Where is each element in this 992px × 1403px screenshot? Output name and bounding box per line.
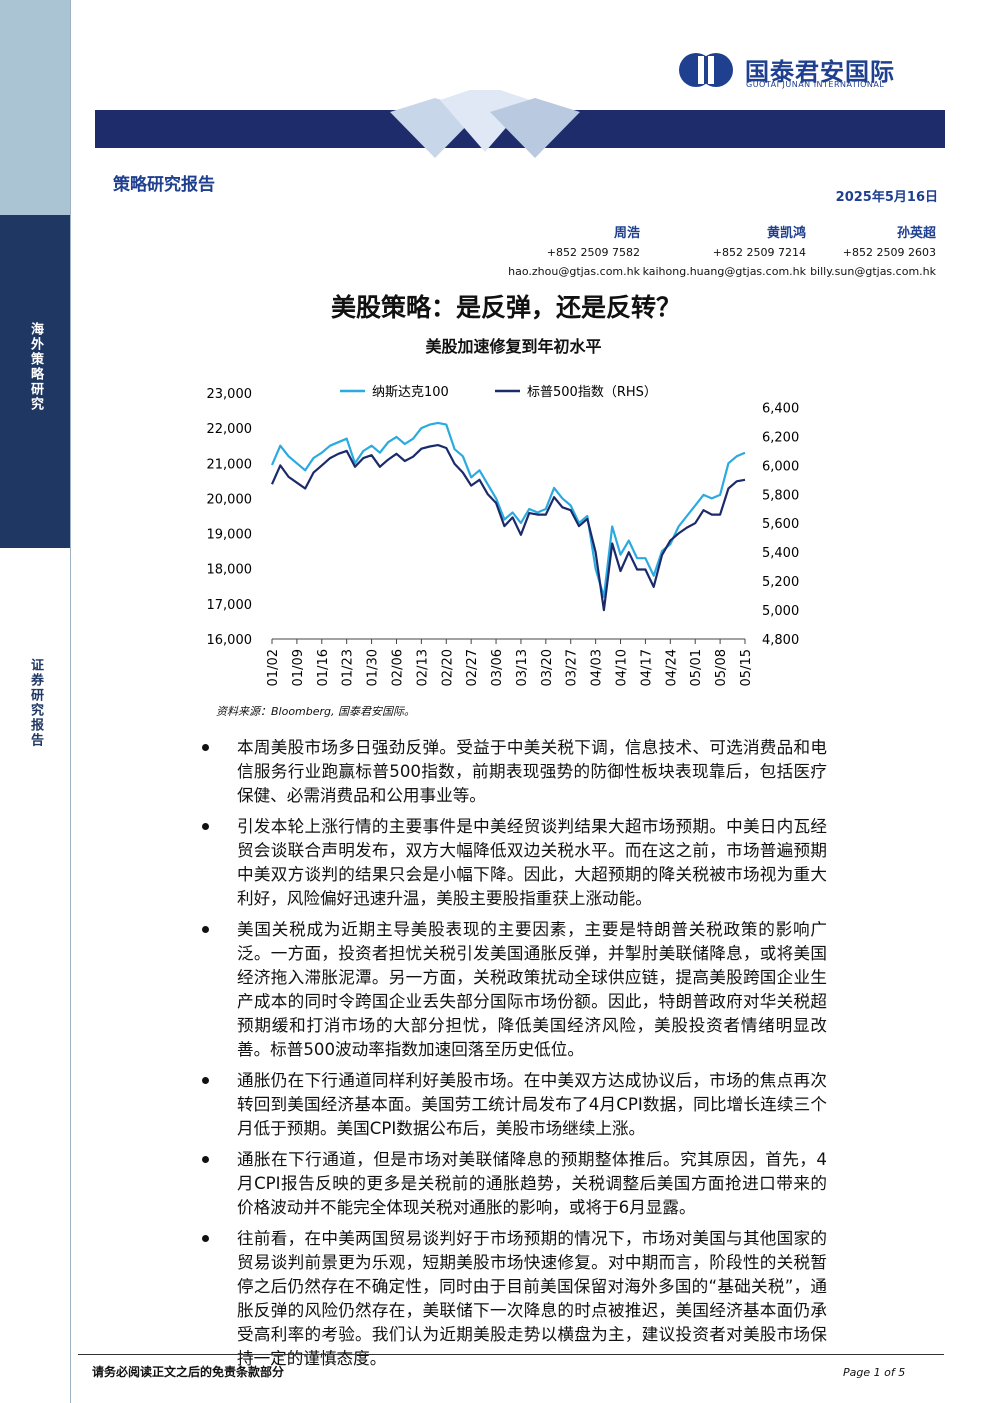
author-email: kaihong.huang@gtjas.com.hk bbox=[642, 265, 806, 278]
x-tick-label: 02/06 bbox=[390, 649, 405, 686]
author-email: billy.sun@gtjas.com.hk bbox=[810, 265, 936, 278]
sidebar-label: 海外策略研究 bbox=[28, 322, 43, 412]
y2-tick-label: 6,200 bbox=[762, 430, 799, 445]
sidebar-band bbox=[0, 215, 70, 548]
x-tick-label: 01/02 bbox=[266, 649, 281, 686]
sidebar-edge bbox=[70, 0, 71, 1403]
subtitle: 美股加速修复到年初水平 bbox=[0, 333, 992, 357]
x-tick-label: 03/20 bbox=[540, 649, 555, 686]
subtitle-text: 美股加速修复到年初水平 bbox=[425, 337, 602, 356]
footer-rule bbox=[78, 1354, 944, 1355]
y2-tick-label: 5,400 bbox=[762, 546, 799, 561]
x-tick-label: 04/17 bbox=[639, 649, 654, 686]
y-tick-label: 17,000 bbox=[207, 598, 253, 613]
bullet: 通胀在下行通道，但是市场对美联储降息的预期整体推后。究其原因，首先，4月CPI报… bbox=[202, 1148, 827, 1220]
y-tick-label: 23,000 bbox=[207, 387, 253, 402]
author: 孙英超 +852 2509 2603 billy.sun@gtjas.com.hk bbox=[806, 224, 936, 281]
series-line bbox=[270, 421, 746, 598]
author-phone: +852 2509 7214 bbox=[712, 246, 806, 259]
bullet-list: 本周美股市场多日强劲反弹。受益于中美关税下调，信息技术、可选消费品和电信服务行业… bbox=[202, 736, 827, 1378]
title-text: 美股策略：是反弹，还是反转？ bbox=[330, 293, 681, 322]
report-date: 2025年5月16日 bbox=[835, 190, 938, 205]
logo-en: GUOTAI JUNAN INTERNATIONAL bbox=[746, 80, 885, 89]
x-tick-label: 02/13 bbox=[415, 649, 430, 686]
x-tick-label: 01/09 bbox=[291, 649, 306, 686]
x-tick-label: 01/23 bbox=[341, 649, 356, 686]
x-tick-label: 05/01 bbox=[689, 649, 704, 686]
page-number: Page 1 of 5 bbox=[843, 1366, 906, 1379]
bullet: 本周美股市场多日强劲反弹。受益于中美关税下调，信息技术、可选消费品和电信服务行业… bbox=[202, 736, 827, 808]
x-tick-label: 05/15 bbox=[739, 649, 754, 686]
author-name: 孙英超 bbox=[896, 226, 936, 241]
y-tick-label: 21,000 bbox=[207, 457, 253, 472]
report-type: 策略研究报告 bbox=[113, 175, 215, 195]
x-tick-label: 03/06 bbox=[490, 649, 505, 686]
author: 周浩 +852 2509 7582 hao.zhou@gtjas.com.hk bbox=[480, 224, 640, 281]
y-tick-label: 19,000 bbox=[207, 528, 253, 543]
x-tick-label: 03/27 bbox=[565, 649, 580, 686]
y2-tick-label: 6,000 bbox=[762, 459, 799, 474]
author: 黄凯鸿 +852 2509 7214 kaihong.huang@gtjas.com… bbox=[640, 224, 806, 281]
y2-tick-label: 4,800 bbox=[762, 633, 799, 648]
disclaimer: 请务必阅读正文之后的免责条款部分 bbox=[92, 1365, 285, 1379]
y2-tick-label: 5,800 bbox=[762, 488, 799, 503]
bullet: 美国关税成为近期主导美股表现的主要因素，主要是特朗普关税政策的影响广泛。一方面，… bbox=[202, 918, 827, 1062]
bullet: 引发本轮上涨行情的主要事件是中美经贸谈判结果大超市场预期。中美日内瓦经贸会谈联合… bbox=[202, 815, 827, 911]
author-phone: +852 2509 7582 bbox=[546, 246, 640, 259]
y2-tick-label: 5,600 bbox=[762, 517, 799, 532]
sidebar-top bbox=[0, 0, 70, 215]
y2-tick-label: 5,200 bbox=[762, 575, 799, 590]
author-phone: +852 2509 2603 bbox=[842, 246, 936, 259]
legend-label: 标普500指数（RHS） bbox=[527, 385, 657, 400]
x-tick-label: 01/16 bbox=[316, 649, 331, 686]
x-tick-label: 04/24 bbox=[664, 649, 679, 686]
logo-icon bbox=[679, 53, 733, 87]
source: 资料来源：Bloomberg, 国泰君安国际。 bbox=[216, 705, 416, 718]
y2-tick-label: 5,000 bbox=[762, 604, 799, 619]
x-tick-label: 04/03 bbox=[590, 649, 605, 686]
y-tick-label: 22,000 bbox=[207, 422, 253, 437]
title: 美股策略：是反弹，还是反转？ bbox=[0, 288, 992, 324]
x-tick-label: 03/13 bbox=[515, 649, 530, 686]
x-tick-label: 05/08 bbox=[714, 649, 729, 686]
banner bbox=[95, 90, 945, 158]
author-name: 黄凯鸿 bbox=[766, 226, 806, 241]
x-tick-label: 04/10 bbox=[615, 649, 630, 686]
author-name: 周浩 bbox=[613, 226, 640, 241]
legend-label: 纳斯达克100 bbox=[372, 385, 449, 400]
author-email: hao.zhou@gtjas.com.hk bbox=[508, 265, 640, 278]
x-tick-label: 02/20 bbox=[440, 649, 455, 686]
x-tick-label: 02/27 bbox=[465, 649, 480, 686]
y-tick-label: 20,000 bbox=[207, 492, 253, 507]
chart: 16,000 17,000 18,000 19,000 20,000 21,000 22,0… bbox=[207, 385, 800, 686]
x-tick-label: 01/30 bbox=[366, 649, 381, 686]
y-tick-label: 16,000 bbox=[207, 633, 253, 648]
y-tick-label: 18,000 bbox=[207, 563, 253, 578]
y2-tick-label: 6,400 bbox=[762, 401, 799, 416]
bullet: 往前看，在中美两国贸易谈判好于市场预期的情况下，市场对美国与其他国家的贸易谈判前… bbox=[202, 1227, 827, 1371]
logo-name: 国泰君安国际 bbox=[745, 58, 895, 86]
bullet: 通胀仍在下行通道同样利好美股市场。在中美双方达成协议后，市场的焦点再次转回到美国… bbox=[202, 1069, 827, 1141]
sidebar-label: 证券研究报告 bbox=[28, 658, 43, 748]
series-line bbox=[270, 444, 746, 612]
